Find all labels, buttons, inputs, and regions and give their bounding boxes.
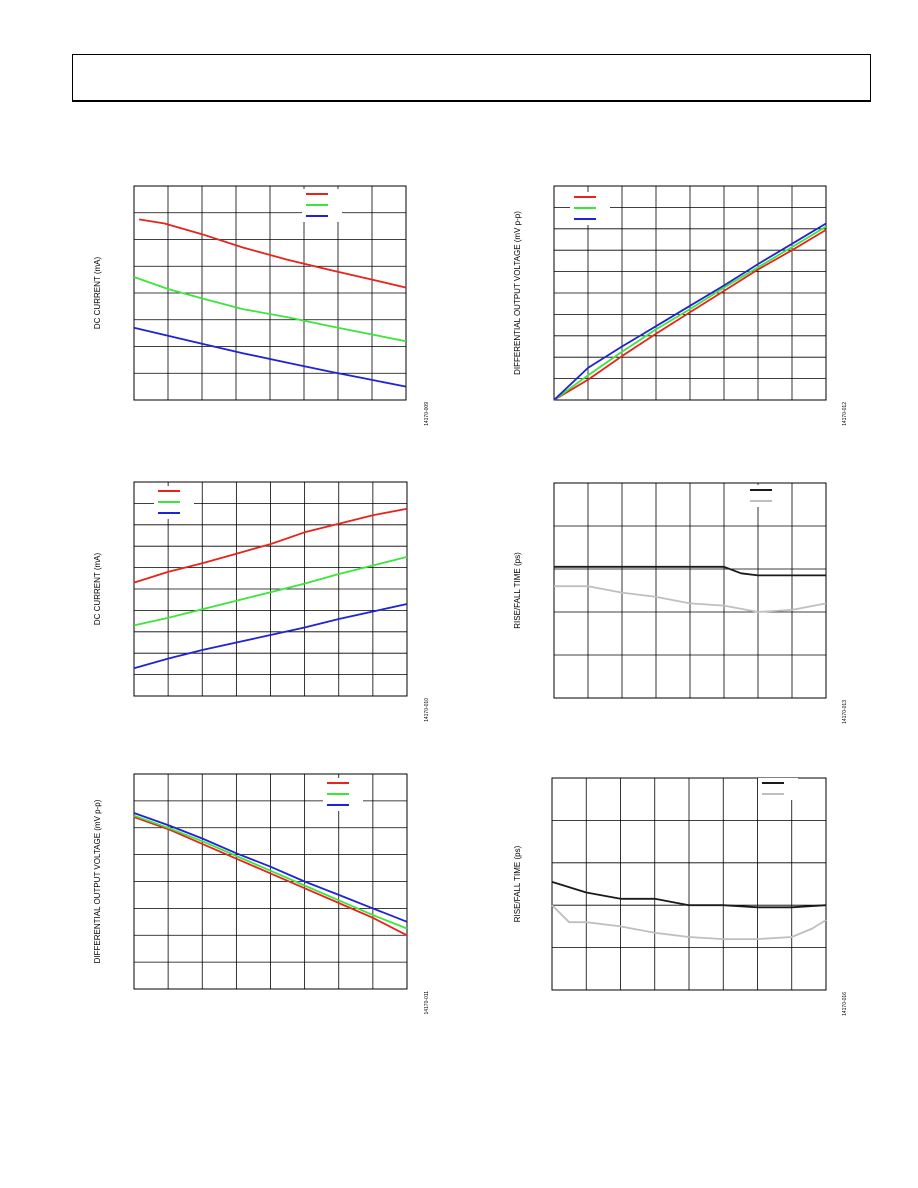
- y-axis-label: DIFFERENTIAL OUTPUT VOLTAGE (mV p-p): [513, 211, 522, 375]
- series-line-1: [554, 585, 827, 613]
- figure-id: 14170-009: [424, 402, 430, 426]
- series-line-2: [133, 812, 408, 923]
- series-line-2: [133, 326, 407, 388]
- chart-dc-current-1: DC CURRENT (mA) 14170-009: [93, 185, 430, 426]
- series-line-1: [551, 904, 827, 941]
- series-line-0: [554, 565, 826, 577]
- series-line-1: [133, 814, 408, 930]
- chart-rise-fall-time-2: RISE/FALL TIME (ps) 14170-016: [513, 777, 848, 1016]
- y-axis-label: DC CURRENT (mA): [93, 257, 102, 330]
- y-axis-label: DIFFERENTIAL OUTPUT VOLTAGE (mV p-p): [93, 799, 102, 963]
- series-line-1: [133, 556, 408, 627]
- page-header-box: [72, 54, 871, 102]
- series-line-0: [133, 507, 408, 584]
- chart-rise-fall-time-1: RISE/FALL TIME (ps) 14170-013: [513, 482, 848, 724]
- figure-id: 14170-011: [424, 991, 430, 1015]
- series-line-2: [553, 222, 827, 401]
- figure-id: 14170-013: [842, 700, 848, 724]
- chart-differential-output-voltage-1: DIFFERENTIAL OUTPUT VOLTAGE (mV p-p) 1417…: [513, 185, 848, 426]
- series-line-0: [553, 229, 827, 401]
- chart-dc-current-2: DC CURRENT (mA) 14170-010: [93, 481, 430, 722]
- figure-id: 14170-016: [842, 992, 848, 1016]
- series-line-1: [553, 225, 827, 401]
- figure-id: 14170-012: [842, 402, 848, 426]
- series-line-1: [133, 276, 407, 343]
- y-axis-label: DC CURRENT (mA): [93, 553, 102, 626]
- y-axis-label: RISE/FALL TIME (ps): [513, 552, 522, 629]
- series-line-0: [551, 881, 827, 909]
- series-line-0: [138, 218, 407, 289]
- series-line-2: [133, 603, 408, 670]
- series-line-0: [133, 816, 408, 937]
- y-axis-label: RISE/FALL TIME (ps): [513, 845, 522, 922]
- chart-differential-output-voltage-2: DIFFERENTIAL OUTPUT VOLTAGE (mV p-p) 1417…: [93, 773, 430, 1015]
- figure-id: 14170-010: [424, 698, 430, 722]
